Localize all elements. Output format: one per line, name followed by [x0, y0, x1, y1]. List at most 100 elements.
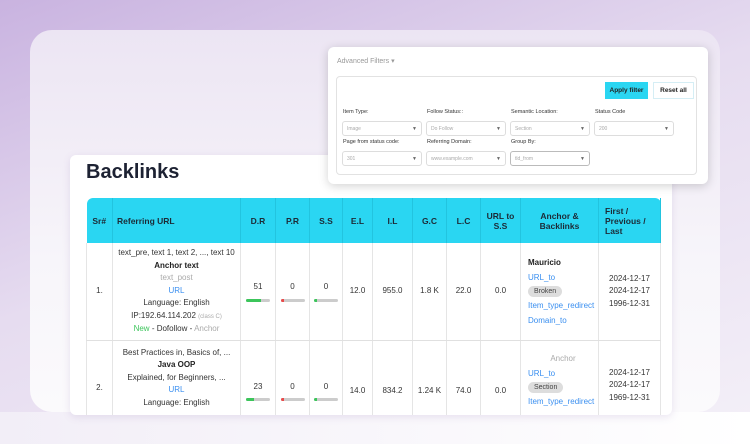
pr-cell: 0 [275, 340, 310, 415]
first-date: 2024-12-17 [609, 367, 650, 377]
col-referring-url[interactable]: Referring URL [112, 198, 241, 243]
dates-cell: 2024-12-17 2024-12-17 1996-12-31 [598, 243, 661, 341]
anchor-cell: Anchor URL_to Section Item_type_redirect [520, 340, 599, 415]
col-anchor[interactable]: Anchor & Backlinks [520, 198, 599, 243]
item-type-label: Item Type: [343, 109, 369, 115]
advanced-filters-toggle[interactable]: Advanced Filters ▾ [337, 57, 395, 65]
page-from-status-select[interactable]: 301 ▼ [342, 151, 422, 166]
page-title: Backlinks [86, 161, 180, 183]
filters-box: Apply filter Reset all Item Type: Image ▼… [336, 76, 697, 175]
language: Language: English [143, 397, 210, 407]
anchor-cell: Mauricio URL_to Broken Item_type_redirec… [520, 243, 599, 341]
tag-new: New [133, 324, 150, 333]
gc-value: 1.8 K [412, 243, 447, 341]
ss-value: 0 [323, 282, 329, 291]
advanced-filters-panel: Advanced Filters ▾ Apply filter Reset al… [328, 47, 708, 184]
status-badge: Section [528, 381, 564, 393]
item-type-link[interactable]: Item_type_redirect [528, 300, 595, 310]
reset-all-button[interactable]: Reset all [653, 82, 694, 99]
dr-value: 23 [253, 381, 263, 391]
backlinks-table: Sr# Referring URL D.R P.R S.S E.L I.L G.… [86, 198, 661, 415]
apply-filter-button[interactable]: Apply filter [605, 82, 648, 99]
pr-bar [280, 398, 305, 401]
group-by-select[interactable]: tld_from ▼ [510, 151, 590, 166]
ss-bar [314, 398, 338, 401]
domain-to-link[interactable]: Domain_to [528, 315, 567, 325]
il-value: 834.2 [372, 340, 413, 415]
col-gc[interactable]: G.C [412, 198, 447, 243]
chevron-down-icon: ▼ [664, 126, 669, 132]
text-pre: text_pre, text 1, text 2, ..., text 10 [118, 248, 235, 257]
item-type-select[interactable]: Image ▼ [342, 121, 422, 136]
previous-date: 2024-12-17 [609, 380, 650, 389]
col-il[interactable]: I.L [372, 198, 413, 243]
col-sr[interactable]: Sr# [86, 198, 113, 243]
pr-value: 0 [290, 282, 295, 291]
last-date: 1969-12-31 [609, 392, 650, 402]
col-lc[interactable]: L.C [446, 198, 481, 243]
status-code-select[interactable]: 200 ▼ [594, 121, 674, 136]
pr-cell: 0 [275, 243, 310, 341]
dr-value: 51 [253, 282, 263, 291]
filters-title: Advanced Filters [337, 58, 390, 65]
anchor-name: Anchor [550, 353, 576, 363]
pr-value: 0 [290, 381, 295, 391]
semantic-location-select[interactable]: Section ▼ [510, 121, 590, 136]
url-to-link[interactable]: URL_to [528, 272, 556, 282]
text-pre: Best Practices in, Basics of, ... [122, 347, 231, 357]
chevron-down-icon: ▼ [580, 126, 585, 132]
previous-date: 2024-12-17 [609, 286, 650, 295]
select-value: 301 [347, 156, 356, 162]
ss-cell: 0 [309, 340, 343, 415]
follow-status-label: Follow Status:: [427, 109, 464, 115]
select-value: tld_from [515, 156, 534, 162]
referring-url-cell: text_pre, text 1, text 2, ..., text 10 A… [112, 243, 241, 341]
pr-bar [280, 298, 305, 302]
table-header: Sr# Referring URL D.R P.R S.S E.L I.L G.… [86, 198, 661, 243]
dr-bar [246, 398, 270, 401]
bottom-bar [0, 412, 750, 444]
group-by-label: Group By: [511, 139, 536, 145]
select-value: www.example.com [431, 156, 473, 162]
row-number: 2. [86, 340, 113, 415]
status-code-label: Status Code [595, 109, 626, 115]
col-url-ss[interactable]: URL to S.S [480, 198, 521, 243]
caret-down-icon: ▾ [391, 58, 395, 65]
chevron-down-icon: ▼ [496, 156, 501, 162]
anchor-text: Java OOP [157, 360, 196, 369]
ss-bar [314, 298, 338, 302]
gc-value: 1.24 K [412, 340, 447, 415]
table-row: 2. Best Practices in, Basics of, ... Jav… [86, 340, 661, 415]
ip-address: IP:192.64.114.202 [131, 310, 196, 320]
select-value: Image [347, 126, 361, 132]
semantic-location-label: Semantic Location: [511, 109, 558, 115]
anchor-text: Anchor text [154, 260, 199, 270]
url-to-link[interactable]: URL_to [528, 368, 556, 378]
url-link[interactable]: URL [168, 385, 185, 394]
select-value: 200 [599, 126, 608, 132]
col-el[interactable]: E.L [342, 198, 373, 243]
el-value: 14.0 [342, 340, 373, 415]
il-value: 955.0 [372, 243, 413, 341]
backlinks-card: Backlinks Sr# Referring URL D.R P.R S.S … [70, 155, 672, 415]
anchor-name: Mauricio [528, 257, 561, 267]
first-date: 2024-12-17 [609, 273, 650, 283]
follow-status-select[interactable]: Do Follow ▼ [426, 121, 506, 136]
referring-domain-select[interactable]: www.example.com ▼ [426, 151, 506, 166]
tag-anchor: Anchor [194, 324, 220, 333]
ss-cell: 0 [309, 243, 343, 341]
table-row: 1. text_pre, text 1, text 2, ..., text 1… [86, 243, 661, 341]
lc-value: 22.0 [446, 243, 481, 341]
row-number: 1. [86, 243, 113, 341]
ip-class: (class C) [198, 313, 222, 320]
select-value: Do Follow [431, 126, 454, 132]
col-pr[interactable]: P.R [275, 198, 310, 243]
select-value: Section [515, 126, 532, 132]
col-ss[interactable]: S.S [309, 198, 343, 243]
col-dr[interactable]: D.R [240, 198, 276, 243]
col-dates[interactable]: First / Previous / Last [598, 198, 661, 243]
item-type-link[interactable]: Item_type_redirect [528, 396, 595, 406]
url-link[interactable]: URL [168, 285, 185, 295]
last-date: 1996-12-31 [609, 298, 650, 308]
referring-url-cell: Best Practices in, Basics of, ... Java O… [112, 340, 241, 415]
